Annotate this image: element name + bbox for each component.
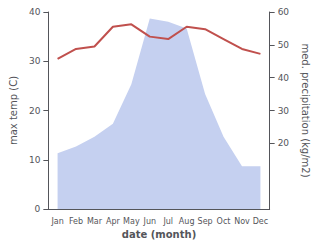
svg-text:May: May — [123, 217, 140, 226]
svg-text:20: 20 — [29, 106, 41, 116]
svg-text:50: 50 — [278, 40, 290, 50]
svg-text:Apr: Apr — [106, 217, 121, 226]
svg-text:Dec: Dec — [253, 217, 268, 226]
svg-text:Jun: Jun — [143, 217, 157, 226]
svg-text:date (month): date (month) — [122, 229, 196, 240]
svg-text:40: 40 — [29, 7, 41, 17]
svg-text:med. precipitation (kg/m2): med. precipitation (kg/m2) — [300, 43, 311, 177]
svg-text:Sep: Sep — [198, 217, 213, 226]
svg-text:40: 40 — [278, 73, 290, 83]
svg-text:0: 0 — [35, 204, 41, 214]
svg-text:Jan: Jan — [50, 217, 63, 226]
svg-text:Oct: Oct — [217, 217, 231, 226]
svg-text:Aug: Aug — [179, 217, 195, 226]
svg-text:Nov: Nov — [234, 217, 250, 226]
svg-text:Feb: Feb — [69, 217, 83, 226]
svg-text:Jul: Jul — [162, 217, 173, 226]
svg-text:Mar: Mar — [87, 217, 103, 226]
svg-text:20: 20 — [278, 138, 290, 148]
svg-text:30: 30 — [29, 56, 41, 66]
svg-text:max temp (C): max temp (C) — [8, 76, 19, 145]
svg-text:60: 60 — [278, 7, 290, 17]
svg-text:30: 30 — [278, 106, 290, 116]
svg-text:10: 10 — [29, 155, 41, 165]
